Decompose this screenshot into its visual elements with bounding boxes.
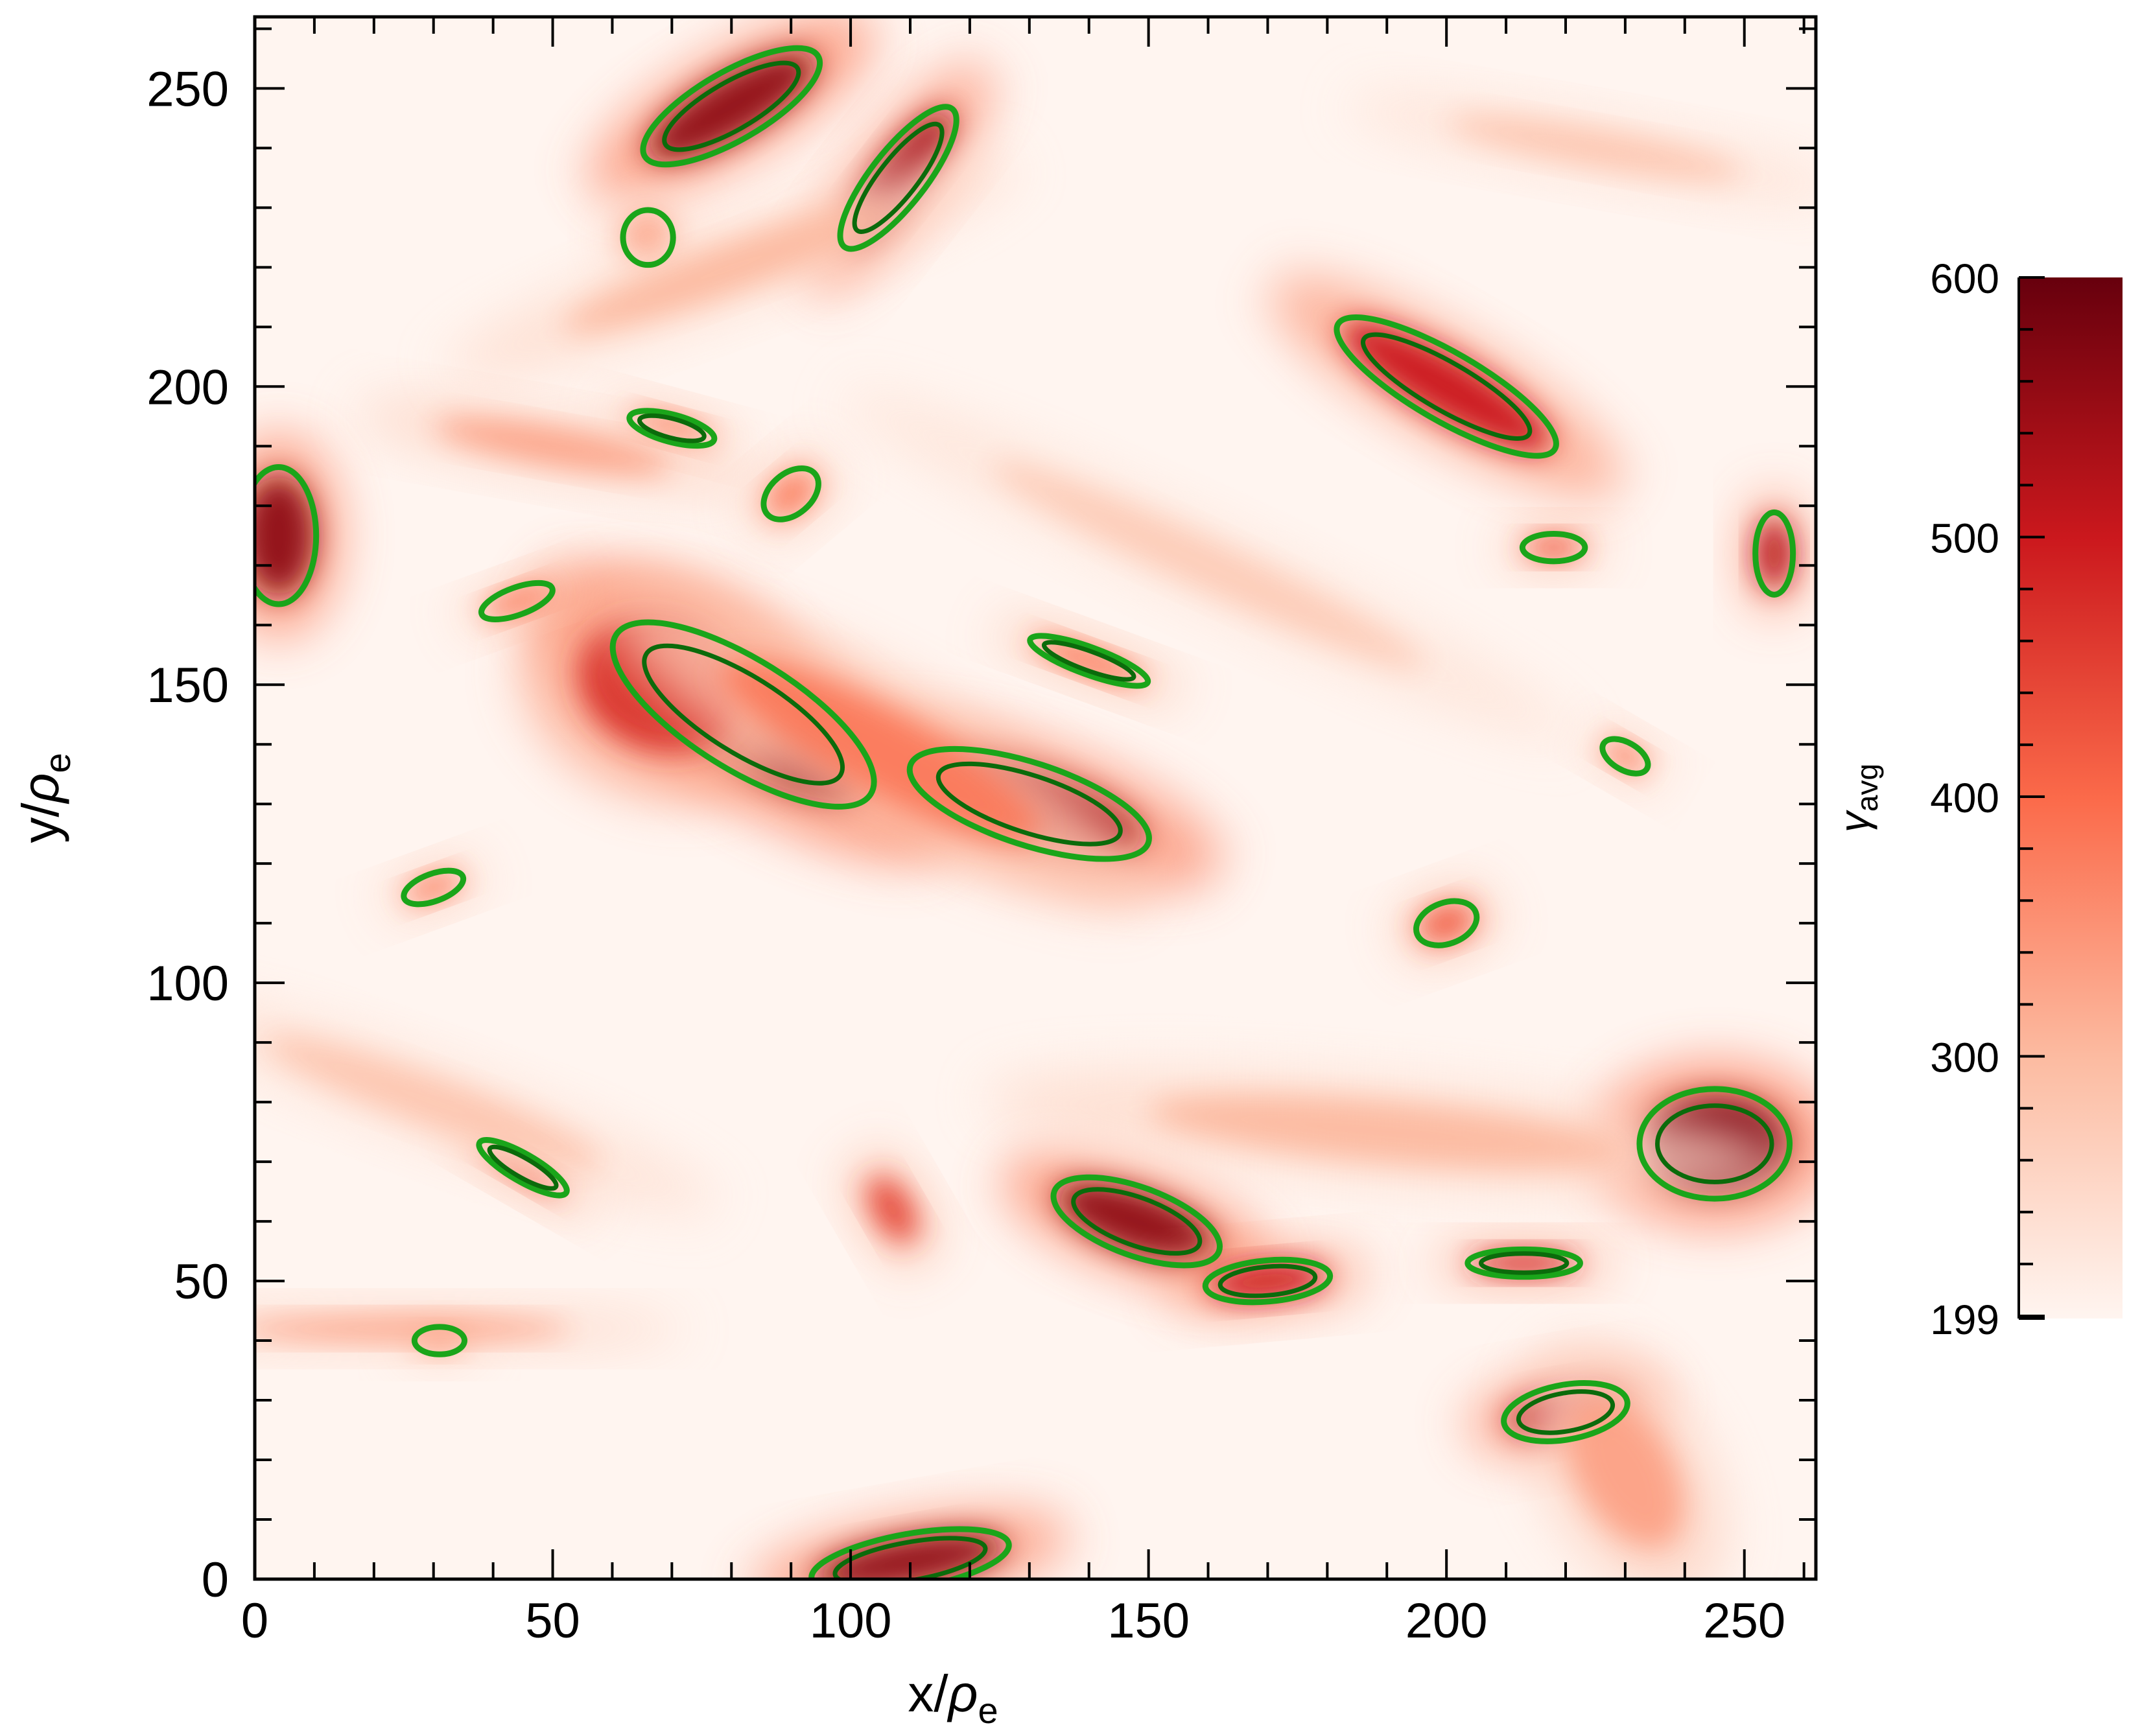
contour-inner-5	[852, 121, 945, 234]
contour-inner-4	[662, 60, 801, 152]
heat-region-21	[765, 470, 817, 518]
colorbar-tick-label: 600	[1930, 255, 1999, 302]
contour-inner-18	[1041, 640, 1136, 682]
x-tick-label: 0	[241, 1593, 268, 1648]
heat-region-24	[1756, 517, 1793, 590]
plot-frame	[253, 15, 1818, 1581]
contour-outer-11	[1636, 1086, 1793, 1202]
x-tick-label: 150	[1107, 1593, 1190, 1648]
y-tick-label: 150	[147, 658, 229, 713]
y-tick-label: 100	[147, 956, 229, 1011]
colorbar-tick-label: 199	[1930, 1296, 1999, 1343]
x-tick-label: 200	[1406, 1593, 1488, 1648]
heat-region-3	[721, 659, 1040, 842]
y-tick-label: 250	[147, 62, 229, 117]
contour-inner-11	[1655, 1103, 1774, 1184]
contour-outer-15	[1413, 898, 1480, 948]
contour-outer-6	[620, 207, 676, 268]
x-tick-label: 250	[1703, 1593, 1785, 1648]
contour-inner-12	[1516, 1389, 1616, 1435]
heat-region-15	[1417, 903, 1476, 943]
x-axis-label: x/ρe	[908, 1665, 998, 1731]
contour-outer-5	[837, 104, 959, 252]
heat-region-28	[868, 1177, 916, 1242]
heat-region-27	[435, 419, 670, 474]
y-tick-label: 0	[202, 1553, 229, 1608]
colorbar-tick-label: 400	[1930, 775, 1999, 821]
colorbar-ticks: 199 300 400 500 600	[1930, 255, 2045, 1343]
contour-inner-7	[1360, 332, 1533, 441]
heat-region-19	[405, 872, 462, 903]
x-axis-ticks: 0 50 100 150 200 250	[241, 17, 1806, 1648]
heat-region-31	[265, 1037, 602, 1167]
contour-inner-14	[1478, 1251, 1570, 1275]
contour-outer-14	[1464, 1246, 1584, 1280]
contour-outer-23	[411, 1324, 468, 1357]
contour-inner-9	[1071, 1187, 1203, 1256]
contour-inner-2	[935, 761, 1123, 847]
contour-layer	[255, 45, 1796, 1579]
contour-outer-8	[255, 464, 320, 607]
contour-outer-16	[476, 1137, 570, 1199]
contour-outer-24	[1752, 509, 1796, 598]
contour-inner-0	[642, 643, 845, 786]
colorbar-tick-label: 300	[1930, 1034, 1999, 1081]
heat-region-9	[1057, 1181, 1216, 1261]
contour-inner-10	[1217, 1263, 1318, 1298]
heat-region-32	[1149, 1096, 1625, 1169]
y-axis-label: y/ρe	[12, 753, 78, 843]
x-tick-label: 100	[810, 1593, 892, 1648]
y-axis-ticks: 0 50 100 150 200 250	[147, 27, 1816, 1608]
colorbar-tick-label: 500	[1930, 515, 1999, 561]
contour-outer-25	[1519, 531, 1588, 565]
y-tick-label: 200	[147, 360, 229, 415]
colorbar-label: γavg	[1831, 764, 1884, 832]
colorbar	[2019, 277, 2123, 1319]
contour-outer-7	[1334, 314, 1559, 459]
heat-region-6	[624, 213, 672, 262]
contour-outer-18	[1027, 633, 1151, 689]
x-tick-label: 50	[525, 1593, 580, 1648]
heat-region-25	[1523, 535, 1584, 560]
heat-region-26	[255, 1317, 571, 1341]
contour-outer-0	[609, 619, 877, 810]
contour-inner-20	[637, 413, 707, 443]
contour-outer-17	[1599, 736, 1651, 777]
contour-outer-4	[640, 45, 823, 168]
heat-region-30	[563, 202, 900, 333]
heat-region-17	[1603, 740, 1647, 772]
contour-outer-19	[401, 867, 467, 908]
contour-inner-13	[832, 1536, 988, 1579]
contour-outer-9	[1050, 1174, 1223, 1269]
heat-region-13	[816, 1532, 1004, 1579]
heat-region-34	[1448, 117, 1743, 180]
heat-region-33	[991, 462, 1425, 669]
heat-region-22	[483, 584, 551, 618]
contour-outer-21	[760, 465, 821, 522]
contour-outer-10	[1202, 1256, 1334, 1306]
heat-region-18	[1033, 637, 1146, 685]
contour-outer-20	[626, 408, 718, 449]
contour-outer-22	[478, 580, 556, 623]
heat-region-4	[647, 52, 816, 161]
y-tick-label: 50	[174, 1254, 229, 1309]
contour-outer-12	[1501, 1380, 1630, 1444]
heat-region-7	[1342, 322, 1551, 452]
contour-inner-16	[487, 1144, 559, 1191]
contour-outer-2	[906, 745, 1152, 862]
heat-region-20	[631, 412, 712, 445]
